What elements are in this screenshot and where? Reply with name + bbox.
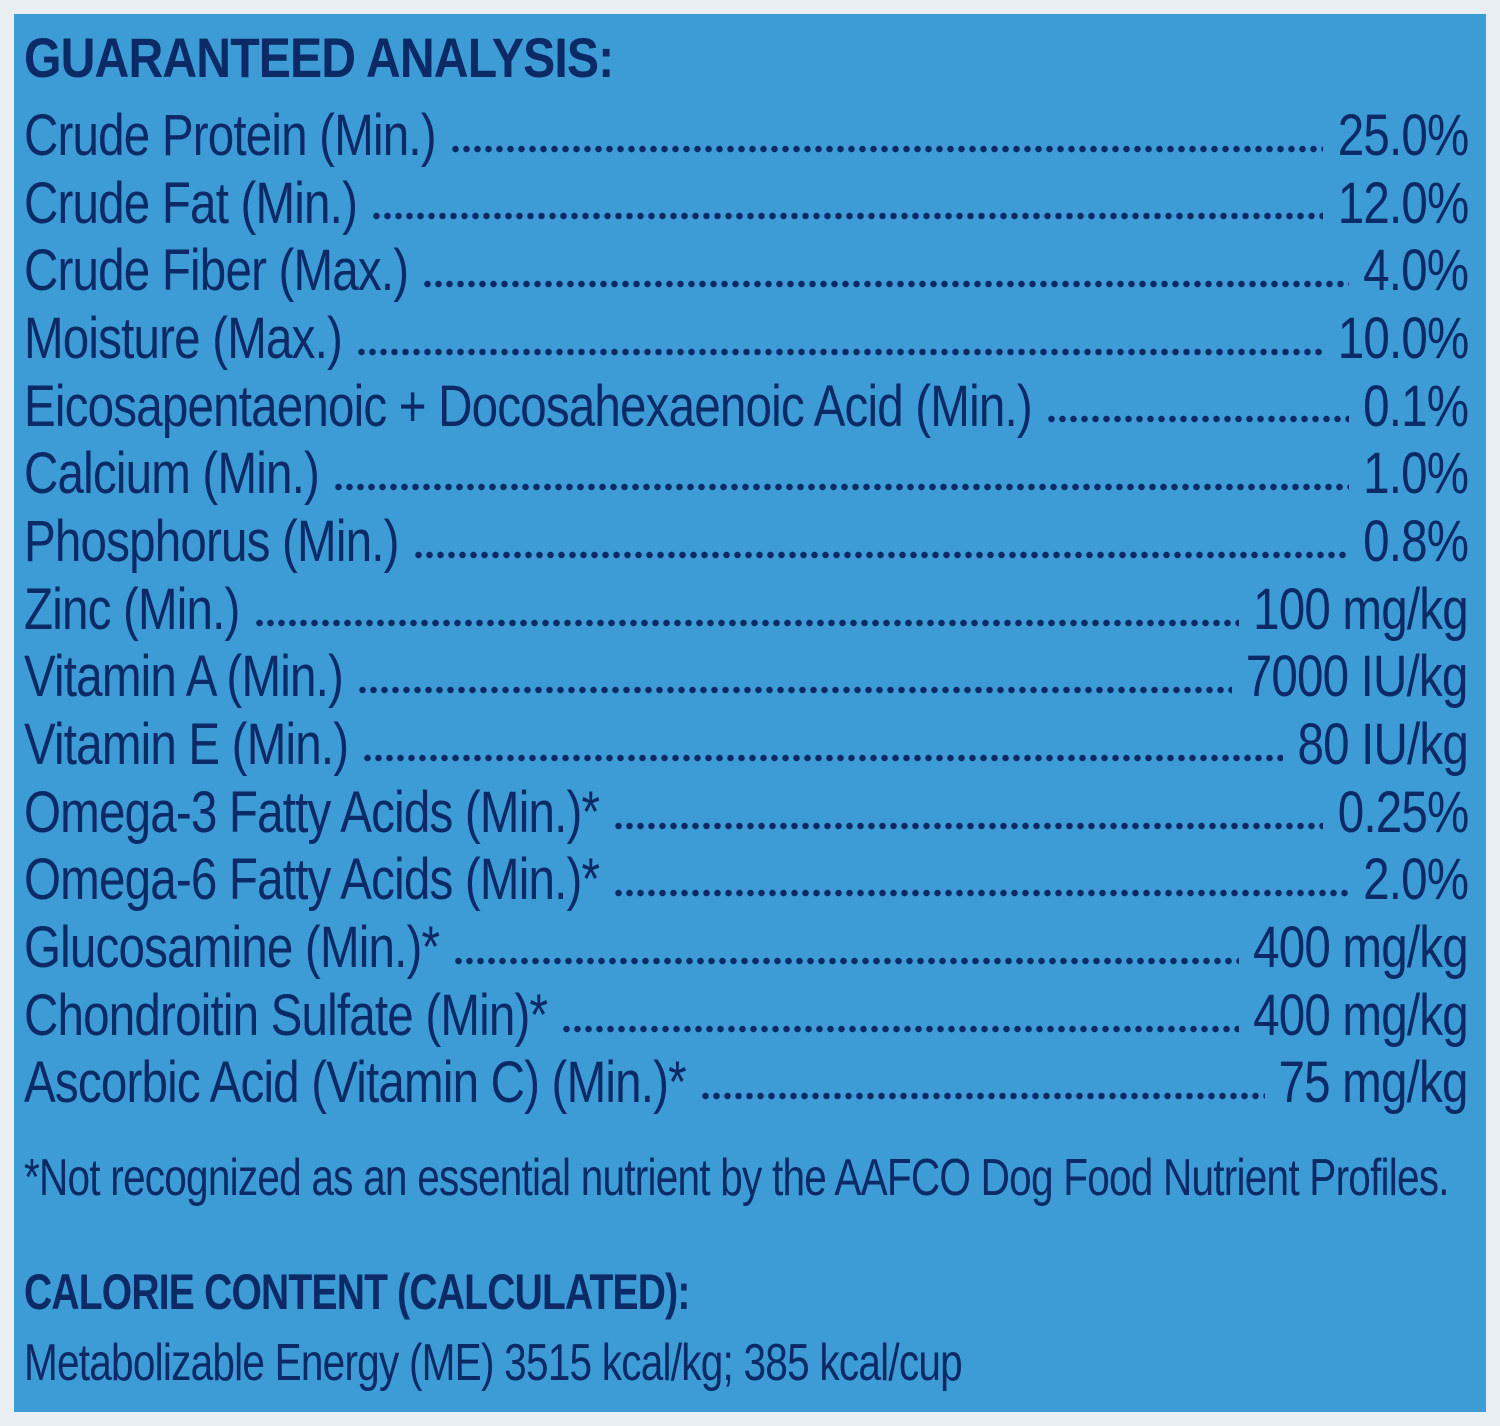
analysis-row: Zinc (Min.) 100 mg/kg: [24, 576, 1469, 644]
dot-leader: [357, 685, 1233, 696]
nutrient-value: 400 mg/kg: [1253, 982, 1469, 1048]
dot-leader: [356, 346, 1324, 357]
nutrient-value: 4.0%: [1362, 238, 1469, 304]
analysis-row: Omega-3 Fatty Acids (Min.)* 0.25%: [24, 779, 1469, 847]
nutrient-label: Crude Protein (Min.): [24, 102, 437, 168]
nutrient-label: Zinc (Min.): [24, 576, 240, 642]
nutrient-label: Ascorbic Acid (Vitamin C) (Min.)*: [24, 1050, 687, 1116]
nutrient-label: Omega-3 Fatty Acids (Min.)*: [24, 779, 600, 845]
dot-leader: [253, 617, 1240, 628]
analysis-row: Ascorbic Acid (Vitamin C) (Min.)* 75 mg/k…: [24, 1050, 1469, 1118]
analysis-row: Vitamin E (Min.) 80 IU/kg: [24, 711, 1469, 779]
dot-leader: [699, 1091, 1265, 1102]
analysis-row: Phosphorus (Min.) 0.8%: [24, 508, 1469, 576]
dot-leader: [422, 279, 1349, 290]
footnote: *Not recognized as an essential nutrient…: [24, 1149, 1450, 1207]
dot-leader: [449, 143, 1324, 154]
section-title: GUARANTEED ANALYSIS:: [24, 26, 614, 89]
nutrient-value: 7000 IU/kg: [1246, 644, 1469, 710]
nutrient-label: Chondroitin Sulfate (Min)*: [24, 982, 548, 1048]
nutrient-value: 0.1%: [1362, 373, 1469, 439]
nutrient-label: Omega-6 Fatty Acids (Min.)*: [24, 847, 600, 913]
dot-leader: [1045, 414, 1349, 425]
nutrient-label: Phosphorus (Min.): [24, 508, 399, 574]
dot-leader: [371, 211, 1324, 222]
nutrient-value: 75 mg/kg: [1278, 1050, 1469, 1116]
nutrient-value: 400 mg/kg: [1253, 915, 1469, 981]
nutrient-label: Moisture (Max.): [24, 305, 343, 371]
analysis-row: Glucosamine (Min.)* 400 mg/kg: [24, 914, 1469, 982]
analysis-row: Vitamin A (Min.) 7000 IU/kg: [24, 644, 1469, 712]
dot-leader: [333, 482, 1349, 493]
nutrient-value: 2.0%: [1362, 847, 1469, 913]
nutrient-value: 0.25%: [1337, 779, 1469, 845]
analysis-row: Calcium (Min.) 1.0%: [24, 440, 1469, 508]
nutrient-label: Crude Fat (Min.): [24, 170, 358, 236]
dot-leader: [613, 820, 1324, 831]
dot-leader: [362, 752, 1284, 763]
nutrient-value: 25.0%: [1337, 102, 1469, 168]
calorie-content-title: CALORIE CONTENT (CALCULATED):: [24, 1264, 690, 1320]
analysis-row: Crude Protein (Min.) 25.0%: [24, 102, 1469, 170]
nutrient-value: 100 mg/kg: [1253, 576, 1469, 642]
nutrient-label: Vitamin A (Min.): [24, 644, 344, 710]
nutrient-label: Vitamin E (Min.): [24, 712, 349, 778]
analysis-row: Omega-6 Fatty Acids (Min.)* 2.0%: [24, 847, 1469, 915]
nutrient-value: 1.0%: [1362, 441, 1469, 507]
nutrient-value: 12.0%: [1337, 170, 1469, 236]
analysis-row: Crude Fat (Min.) 12.0%: [24, 170, 1469, 238]
analysis-row: Crude Fiber (Max.) 4.0%: [24, 237, 1469, 305]
dot-leader: [453, 955, 1240, 966]
analysis-list: Crude Protein (Min.) 25.0% Crude Fat (Min.…: [24, 102, 1469, 1118]
analysis-row: Moisture (Max.) 10.0%: [24, 305, 1469, 373]
analysis-row: Chondroitin Sulfate (Min)* 400 mg/kg: [24, 982, 1469, 1050]
nutrient-label: Crude Fiber (Max.): [24, 238, 409, 304]
nutrient-value: 80 IU/kg: [1297, 712, 1468, 778]
dot-leader: [561, 1023, 1240, 1034]
nutrient-value: 10.0%: [1337, 305, 1469, 371]
nutrient-value: 0.8%: [1362, 508, 1469, 574]
nutrient-label: Glucosamine (Min.)*: [24, 915, 440, 981]
analysis-row: Eicosapentaenoic + Docosahexaenoic Acid …: [24, 373, 1469, 441]
nutrient-label: Calcium (Min.): [24, 441, 320, 507]
calorie-content-line: Metabolizable Energy (ME) 3515 kcal/kg; …: [24, 1334, 963, 1392]
dot-leader: [613, 888, 1349, 899]
dot-leader: [412, 549, 1349, 560]
nutrient-label: Eicosapentaenoic + Docosahexaenoic Acid …: [24, 373, 1033, 439]
